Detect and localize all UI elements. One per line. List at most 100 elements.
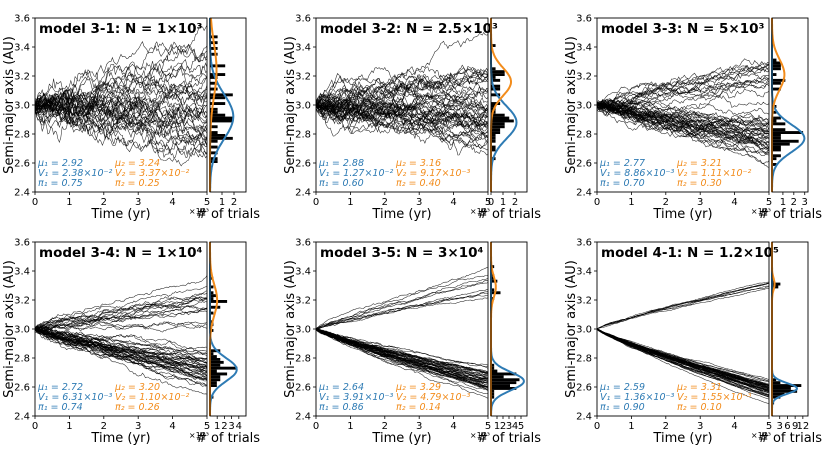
stat-v2: V₂ = 4.79×10⁻³ [396,392,471,403]
panel-model-3-1: 2.42.62.83.03.23.43.60 1 2 3 4 5×10³Semi-majo… [2,14,260,223]
x-multiplier: ×10³ [189,431,209,440]
trajectory-line [316,103,488,141]
hist-bar [210,360,224,364]
trajectory-line [316,267,488,330]
hist-bar [491,145,496,149]
hist-bar [772,131,804,134]
hist-bar [491,395,495,399]
hist-bar [491,84,501,88]
trajectory-line [35,327,207,379]
hist-bar [210,151,218,155]
y-tick-label: 3.2 [295,296,311,307]
trajectory-line [597,104,769,143]
trajectory-line [597,329,769,382]
hist-bar [210,145,218,149]
hist-x-axis-label: # of trials [477,207,541,222]
hist-bar [210,381,217,385]
x-tick-label: 1 [628,421,634,432]
trajectory-line [597,329,769,398]
stat-pi1: π₁ = 0.70 [600,178,645,189]
hist-bar [210,297,214,300]
hist-bar [210,294,217,298]
trajectory-line [316,68,488,105]
y-tick-label: 3.0 [14,325,30,336]
stat-pi2: π₂ = 0.40 [396,178,441,189]
stat-v2: V₂ = 1.55×10⁻³ [677,392,752,403]
trajectory-line [316,328,488,394]
hist-bar [491,369,498,373]
trajectory-line [35,297,207,334]
hist-bar [491,125,505,129]
y-tick-label: 2.8 [14,130,30,141]
trajectory-line [597,65,769,110]
trajectory-line [35,74,207,113]
stat-v1: V₁ = 2.38×10⁻² [38,168,113,179]
trajectory-line [597,328,769,385]
hist-bar [210,110,218,114]
hist-bar [210,384,217,387]
hist-bar [772,58,777,62]
trajectory-line [316,93,488,130]
hist-x-tick-label: 6 [784,421,790,432]
hist-x-tick-label: 1 [500,197,506,208]
trajectory-line [597,328,769,396]
x-tick-label: 2 [382,421,388,432]
stat-pi2: π₂ = 0.10 [677,402,722,413]
hist-x-axis-label: # of trials [758,207,822,222]
y-tick-label: 3.2 [14,72,30,83]
x-tick-label: 5 [766,197,772,208]
histogram [209,242,238,416]
x-tick-label: 0 [594,421,600,432]
x-tick-label: 2 [382,197,388,208]
hist-bar [210,369,217,373]
panel-title: model 4-1: N = 1.2×10⁵ [601,245,779,261]
hist-bar [772,81,781,85]
histogram [490,18,518,192]
trajectory-line [35,91,207,155]
x-axis-label: Time (yr) [652,431,712,446]
y-tick-label: 2.6 [295,159,311,170]
hist-bar [210,136,233,140]
trajectory-line [597,79,769,111]
hist-bar [772,73,777,76]
stat-mu1: μ₁ = 2.92 [37,158,83,169]
trajectory-line [35,84,207,121]
hist-bar [210,81,218,85]
trajectories [35,23,207,167]
y-tick-label: 2.8 [14,354,30,365]
hist-bar [210,363,221,367]
hist-frame [771,241,809,417]
y-tick-label: 3.0 [576,101,592,112]
hist-bar [491,93,501,97]
x-tick-label: 0 [594,197,600,208]
y-tick-label: 2.4 [295,188,311,199]
trajectory-line [35,73,207,127]
stat-pi1: π₁ = 0.60 [319,178,364,189]
trajectory-line [35,100,207,167]
hist-bar [772,395,781,399]
hist-bar [772,61,781,65]
hist-bar [772,387,791,390]
trajectory-line [597,328,769,387]
hist-bar [210,87,218,91]
trajectory-line [597,102,769,156]
y-tick-label: 3.4 [576,267,592,278]
trajectory-line [316,89,488,118]
trajectory-line [316,328,488,376]
y-tick-label: 2.6 [576,159,592,170]
x-tick-label: 2 [101,197,107,208]
hist-bar [210,378,221,382]
hist-x-tick-label: 2 [512,197,518,208]
hist-x-tick-label: 4 [512,421,518,432]
panel-model-3-3: 2.42.62.83.03.23.43.60 1 2 3 4 5×10³Semi-majo… [564,14,822,223]
y-tick-label: 3.6 [14,14,30,25]
x-tick-label: 5 [204,197,210,208]
trajectory-line [35,89,207,119]
hist-x-tick-label: 2 [500,421,506,432]
hist-x-tick-label: 1 [219,197,225,208]
x-tick-label: 3 [135,421,141,432]
trajectory-line [597,75,769,109]
y-tick-label: 3.2 [14,296,30,307]
hist-bar [210,375,221,379]
trajectories [316,31,488,156]
